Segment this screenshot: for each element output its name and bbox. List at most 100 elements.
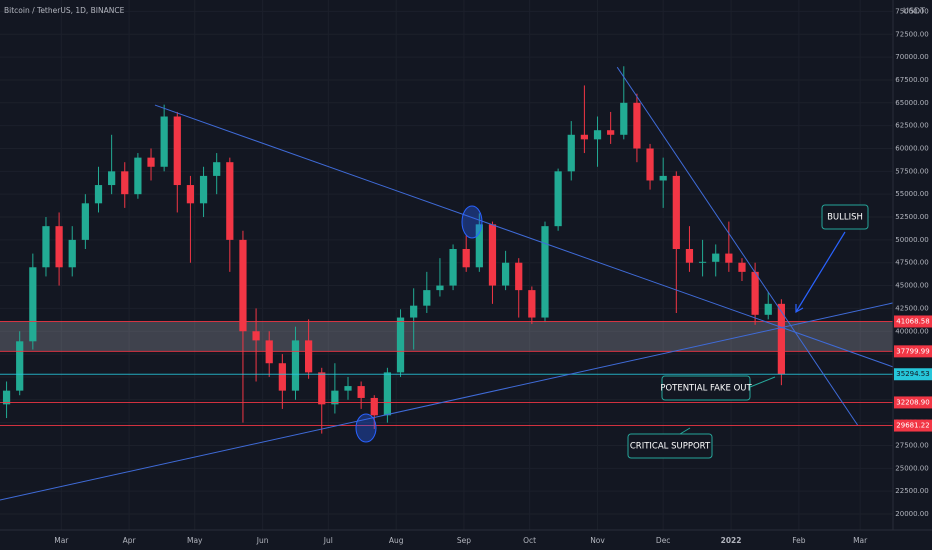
- highlight-ellipse: [355, 413, 377, 443]
- candle-body: [685, 249, 694, 263]
- x-tick-label: Nov: [590, 536, 605, 545]
- trendline: [616, 66, 858, 426]
- y-tick-label: 22500.00: [895, 487, 928, 495]
- pointer: [749, 376, 776, 388]
- callout-box: [661, 375, 751, 401]
- candle-body: [698, 261, 707, 263]
- candle-body: [593, 130, 602, 140]
- level-label: 29681.22: [896, 422, 929, 430]
- level-tag: [894, 315, 932, 328]
- level-tag: [894, 368, 932, 381]
- candle-body: [620, 102, 628, 135]
- x-tick-label: 2022: [721, 536, 742, 545]
- level-label: 32208.90: [896, 398, 929, 406]
- candle-body: [764, 303, 772, 315]
- currency: USDT: [903, 7, 925, 16]
- x-tick-label: Jul: [323, 536, 333, 545]
- candle-body: [475, 224, 483, 268]
- candle-body: [16, 341, 24, 391]
- candle-body: [55, 226, 63, 268]
- arrow-head: [795, 304, 804, 314]
- candle-body: [239, 239, 247, 332]
- candle-body: [173, 116, 181, 186]
- candle-body: [121, 171, 129, 195]
- candle-body: [213, 162, 221, 176]
- candle-body: [567, 134, 575, 172]
- candle-body: [633, 102, 641, 149]
- candle-body: [147, 157, 155, 167]
- y-tick-label: 65000.00: [895, 99, 928, 107]
- pointer: [679, 427, 691, 435]
- y-tick-label: 72500.00: [895, 30, 928, 38]
- candle-body: [712, 253, 720, 262]
- candle-body: [291, 340, 300, 391]
- candle-body: [252, 331, 260, 341]
- candle-body: [160, 116, 168, 167]
- candle-body: [515, 262, 523, 291]
- callout-box: [627, 433, 713, 459]
- y-tick-label: 57500.00: [895, 167, 928, 175]
- zone: [0, 321, 893, 352]
- candle-body: [725, 253, 733, 263]
- candle-body: [318, 372, 326, 405]
- x-tick-label: Apr: [123, 536, 137, 545]
- candle-body: [751, 271, 759, 315]
- candle-body: [94, 185, 103, 204]
- grid: [0, 0, 893, 530]
- candle-body: [541, 226, 549, 318]
- x-tick-label: May: [187, 536, 203, 545]
- x-tick-label: Feb: [792, 536, 806, 545]
- candle-body: [423, 290, 431, 306]
- y-tick-label: 27500.00: [895, 441, 928, 449]
- y-tick-label: 20000.00: [895, 510, 928, 518]
- x-tick-label: Oct: [523, 536, 536, 545]
- candle-body: [383, 372, 392, 416]
- y-tick-label: 50000.00: [895, 236, 928, 244]
- candle-body: [659, 175, 667, 181]
- candle-body: [226, 162, 234, 240]
- highlight-ellipse: [461, 205, 483, 239]
- zone: [0, 321, 893, 352]
- callout-box: [821, 204, 869, 230]
- callout: BULLISH POTENTIAL FAKE OUT CRITICAL SUPP…: [627, 204, 869, 459]
- callout-text: CRITICAL SUPPORT: [630, 442, 711, 452]
- level-tag: [894, 419, 932, 432]
- candle-body: [528, 290, 536, 318]
- candle-body: [134, 157, 142, 195]
- trendline: [0, 302, 894, 501]
- y-tick-label: 75000.00: [895, 7, 928, 15]
- candle-body: [278, 363, 286, 391]
- candle-body: [777, 303, 785, 375]
- candles: [2, 66, 785, 434]
- candle-body: [449, 249, 457, 286]
- y-tick-label: 55000.00: [895, 190, 928, 198]
- candle-body: [738, 262, 746, 272]
- y-tick-label: 42500.00: [895, 304, 928, 312]
- candle-body: [672, 175, 680, 250]
- candle-body: [29, 267, 37, 342]
- candle-body: [436, 285, 444, 291]
- y-tick-label: 60000.00: [895, 144, 928, 152]
- candle-body: [304, 340, 313, 373]
- x-tick-label: Sep: [457, 536, 471, 545]
- x-tick-label: Aug: [389, 536, 404, 545]
- y-tick-label: 70000.00: [895, 53, 928, 61]
- candle-body: [186, 185, 195, 204]
- candle-body: [554, 171, 562, 227]
- y-tick-label: 67500.00: [895, 76, 928, 84]
- level-label: 35294.53: [896, 370, 929, 378]
- y-tick-label: 45000.00: [895, 282, 928, 290]
- candle-body: [331, 390, 339, 405]
- callout-text: POTENTIAL FAKE OUT: [660, 384, 752, 394]
- candle-body: [357, 386, 365, 398]
- candle-body: [68, 239, 76, 268]
- x-tick-label: Dec: [656, 536, 671, 545]
- chart-title: Bitcoin / TetherUS, 1D, BINANCE: [4, 6, 125, 15]
- price-axis: [893, 0, 932, 530]
- candle-body: [108, 171, 116, 186]
- arrow: [795, 231, 846, 313]
- candle-body: [646, 148, 654, 181]
